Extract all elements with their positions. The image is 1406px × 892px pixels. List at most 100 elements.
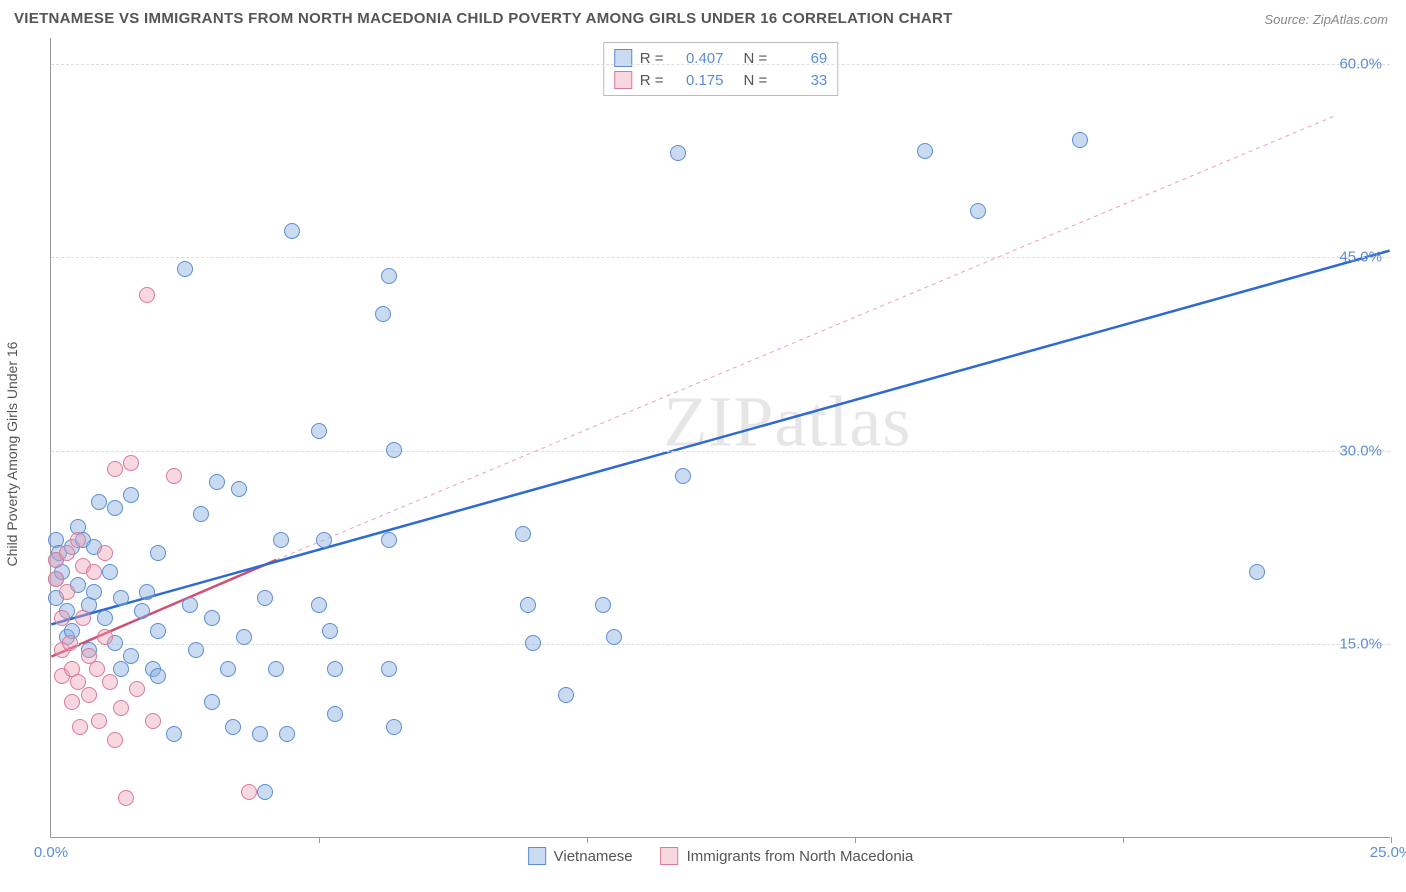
point-series-b — [139, 287, 155, 303]
point-series-a — [236, 629, 252, 645]
gridline-h — [51, 257, 1390, 258]
r-value-b: 0.175 — [672, 72, 724, 89]
point-series-a — [595, 597, 611, 613]
legend-row-series-b: R = 0.175 N = 33 — [614, 69, 828, 91]
point-series-a — [182, 597, 198, 613]
point-series-b — [70, 532, 86, 548]
point-series-a — [381, 268, 397, 284]
point-series-b — [123, 455, 139, 471]
legend-label-b: Immigrants from North Macedonia — [687, 848, 914, 865]
x-tick-label: 25.0% — [1370, 844, 1406, 861]
trendlines-layer — [51, 38, 1390, 837]
legend-item-a: Vietnamese — [528, 847, 633, 865]
point-series-a — [123, 648, 139, 664]
x-tick-mark — [319, 837, 320, 843]
correlation-legend: R = 0.407 N = 69 R = 0.175 N = 33 — [603, 42, 839, 96]
point-series-a — [123, 487, 139, 503]
gridline-h — [51, 644, 1390, 645]
point-series-a — [375, 306, 391, 322]
n-label: N = — [744, 72, 768, 89]
trendline-series-a — [51, 251, 1389, 625]
point-series-a — [134, 603, 150, 619]
legend-label-a: Vietnamese — [554, 848, 633, 865]
point-series-b — [107, 461, 123, 477]
point-series-a — [525, 635, 541, 651]
point-series-a — [150, 545, 166, 561]
point-series-a — [381, 661, 397, 677]
swatch-series-a — [528, 847, 546, 865]
point-series-a — [86, 584, 102, 600]
point-series-a — [107, 500, 123, 516]
point-series-a — [252, 726, 268, 742]
point-series-a — [327, 661, 343, 677]
point-series-b — [129, 681, 145, 697]
x-tick-mark — [855, 837, 856, 843]
point-series-b — [118, 790, 134, 806]
point-series-b — [59, 545, 75, 561]
point-series-b — [97, 629, 113, 645]
point-series-b — [54, 610, 70, 626]
point-series-b — [75, 610, 91, 626]
point-series-b — [166, 468, 182, 484]
point-series-a — [113, 661, 129, 677]
point-series-b — [89, 661, 105, 677]
point-series-a — [670, 145, 686, 161]
point-series-b — [86, 564, 102, 580]
point-series-a — [520, 597, 536, 613]
n-value-b: 33 — [775, 72, 827, 89]
point-series-b — [59, 584, 75, 600]
point-series-b — [62, 635, 78, 651]
y-tick-label: 45.0% — [1339, 249, 1382, 266]
point-series-a — [231, 481, 247, 497]
point-series-a — [220, 661, 236, 677]
point-series-a — [311, 597, 327, 613]
point-series-a — [515, 526, 531, 542]
gridline-h — [51, 64, 1390, 65]
point-series-b — [102, 674, 118, 690]
point-series-a — [279, 726, 295, 742]
point-series-a — [150, 668, 166, 684]
point-series-b — [91, 713, 107, 729]
point-series-a — [225, 719, 241, 735]
point-series-b — [97, 545, 113, 561]
point-series-a — [257, 784, 273, 800]
r-label: R = — [640, 72, 664, 89]
point-series-a — [177, 261, 193, 277]
extrapolation-line — [276, 115, 1336, 560]
point-series-a — [386, 719, 402, 735]
point-series-a — [970, 203, 986, 219]
x-tick-mark — [1123, 837, 1124, 843]
point-series-b — [241, 784, 257, 800]
point-series-a — [606, 629, 622, 645]
point-series-a — [166, 726, 182, 742]
point-series-b — [64, 694, 80, 710]
y-axis-label: Child Poverty Among Girls Under 16 — [4, 342, 20, 567]
y-tick-label: 30.0% — [1339, 442, 1382, 459]
point-series-a — [268, 661, 284, 677]
point-series-a — [284, 223, 300, 239]
point-series-b — [145, 713, 161, 729]
chart-title: VIETNAMESE VS IMMIGRANTS FROM NORTH MACE… — [14, 10, 953, 27]
point-series-a — [1249, 564, 1265, 580]
x-tick-mark — [587, 837, 588, 843]
point-series-a — [316, 532, 332, 548]
point-series-a — [257, 590, 273, 606]
point-series-a — [381, 532, 397, 548]
source-attribution: Source: ZipAtlas.com — [1264, 12, 1388, 27]
point-series-b — [107, 732, 123, 748]
y-tick-label: 60.0% — [1339, 55, 1382, 72]
legend-row-series-a: R = 0.407 N = 69 — [614, 47, 828, 69]
point-series-a — [327, 706, 343, 722]
point-series-a — [209, 474, 225, 490]
point-series-a — [139, 584, 155, 600]
point-series-a — [917, 143, 933, 159]
point-series-a — [204, 694, 220, 710]
gridline-h — [51, 451, 1390, 452]
point-series-b — [72, 719, 88, 735]
point-series-a — [558, 687, 574, 703]
point-series-a — [91, 494, 107, 510]
swatch-series-b — [614, 71, 632, 89]
swatch-series-b — [661, 847, 679, 865]
point-series-a — [311, 423, 327, 439]
point-series-a — [150, 623, 166, 639]
